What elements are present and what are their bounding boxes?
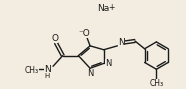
Text: ⁻O: ⁻O [78,29,90,38]
Text: N: N [105,59,112,68]
Text: N: N [118,38,125,47]
Text: N: N [87,69,93,78]
Text: Na: Na [97,4,109,13]
Text: CH₃: CH₃ [149,79,163,88]
Text: H: H [44,73,50,79]
Text: O: O [52,34,58,43]
Text: N: N [44,65,51,74]
Text: CH₃: CH₃ [25,66,39,75]
Text: +: + [109,3,115,12]
